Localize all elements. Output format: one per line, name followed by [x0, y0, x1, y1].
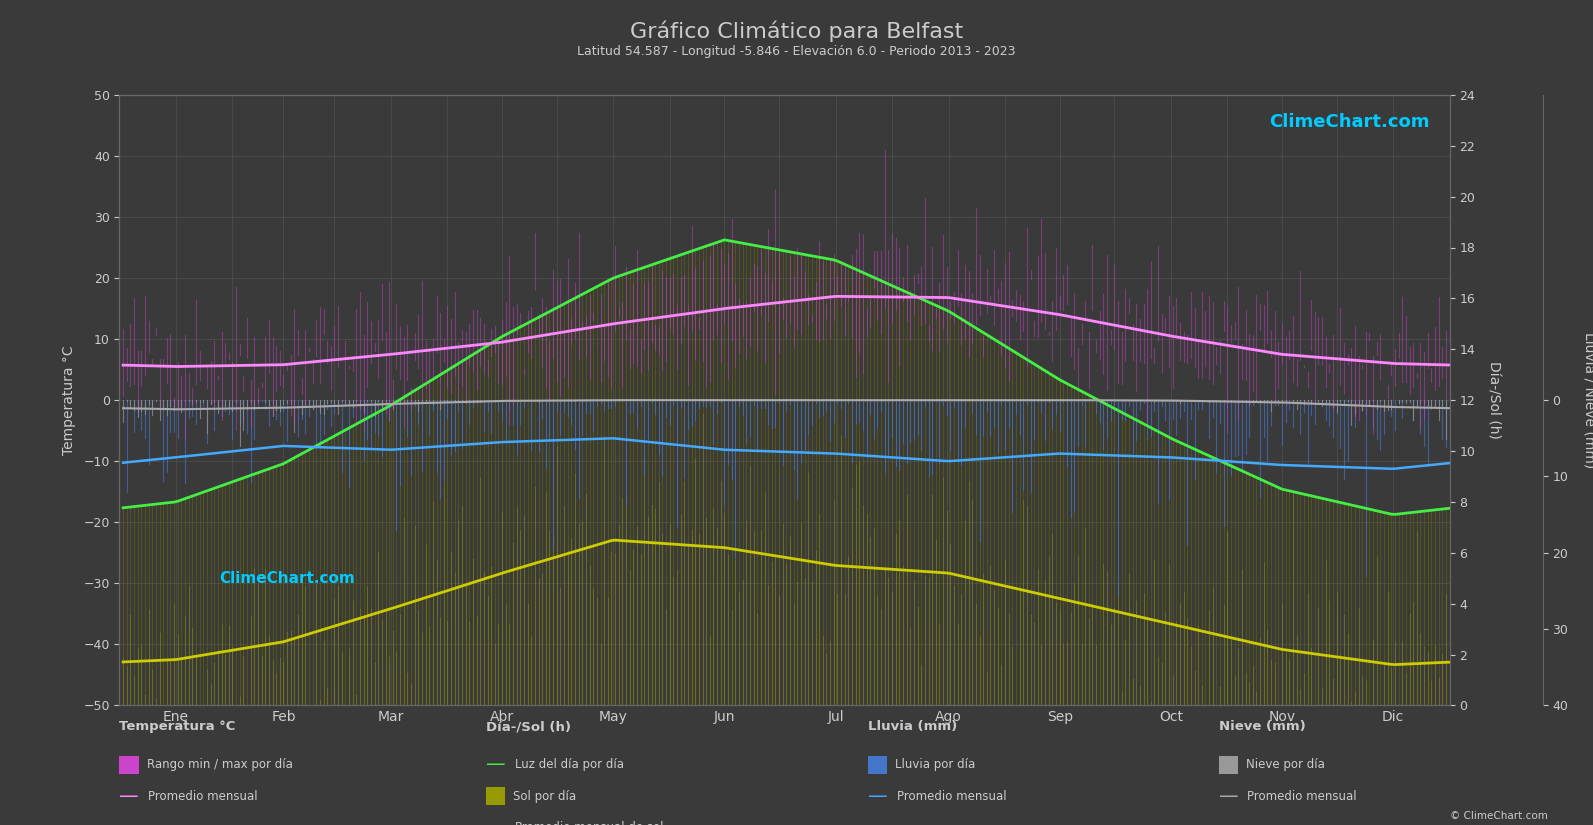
Text: Luz del día por día: Luz del día por día: [515, 758, 623, 771]
Text: Lluvia (mm): Lluvia (mm): [868, 720, 957, 733]
Text: —: —: [119, 786, 139, 806]
Text: Gráfico Climático para Belfast: Gráfico Climático para Belfast: [629, 21, 964, 42]
Text: ClimeChart.com: ClimeChart.com: [220, 571, 355, 586]
Text: Sol por día: Sol por día: [513, 790, 577, 803]
Text: Temperatura °C: Temperatura °C: [119, 720, 236, 733]
Text: —: —: [868, 786, 887, 806]
Text: Promedio mensual: Promedio mensual: [148, 790, 258, 803]
Text: © ClimeChart.com: © ClimeChart.com: [1450, 811, 1547, 821]
Text: —: —: [486, 755, 505, 775]
Text: —: —: [486, 818, 505, 825]
Text: Rango min / max por día: Rango min / max por día: [147, 758, 293, 771]
Text: Nieve por día: Nieve por día: [1246, 758, 1325, 771]
Text: Promedio mensual: Promedio mensual: [897, 790, 1007, 803]
Text: Lluvia por día: Lluvia por día: [895, 758, 975, 771]
Y-axis label: Día-/Sol (h): Día-/Sol (h): [1486, 361, 1501, 439]
Text: Latitud 54.587 - Longitud -5.846 - Elevación 6.0 - Periodo 2013 - 2023: Latitud 54.587 - Longitud -5.846 - Eleva…: [577, 45, 1016, 59]
Text: Día-/Sol (h): Día-/Sol (h): [486, 720, 570, 733]
Text: —: —: [1219, 786, 1238, 806]
Text: Nieve (mm): Nieve (mm): [1219, 720, 1305, 733]
Y-axis label: Temperatura °C: Temperatura °C: [62, 346, 76, 455]
Text: ClimeChart.com: ClimeChart.com: [1270, 113, 1429, 131]
Y-axis label: Lluvia / Nieve (mm): Lluvia / Nieve (mm): [1582, 332, 1593, 469]
Text: Promedio mensual: Promedio mensual: [1247, 790, 1357, 803]
Text: Promedio mensual de sol: Promedio mensual de sol: [515, 821, 663, 825]
